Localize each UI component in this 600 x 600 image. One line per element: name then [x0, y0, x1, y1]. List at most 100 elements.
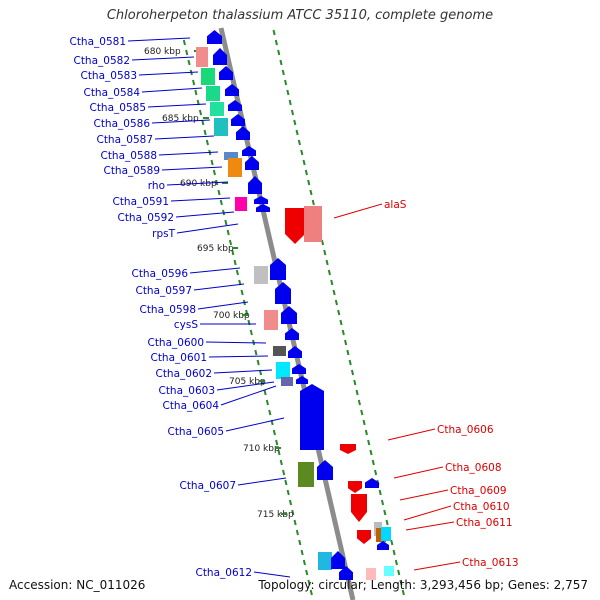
- kbp-tick-label: 695 kbp: [197, 244, 234, 254]
- forward-gene-arrow: [254, 196, 268, 204]
- forward-gene-label: Ctha_0581: [69, 36, 126, 48]
- forward-gene-label: Ctha_0591: [112, 196, 169, 208]
- forward-gene-arrow: [365, 478, 379, 488]
- forward-gene-label: Ctha_0587: [96, 134, 153, 146]
- genome-title: Chloroherpeton thalassium ATCC 35110, co…: [106, 8, 494, 23]
- forward-gene-label: Ctha_0583: [80, 70, 137, 82]
- kbp-tick-label: 705 kbp: [229, 377, 266, 387]
- forward-gene-arrow: [300, 384, 324, 450]
- forward-gene-label: Ctha_0607: [179, 480, 236, 492]
- forward-gene-arrow: [207, 30, 222, 44]
- gene-leader-line: [387, 428, 436, 441]
- gene-category-box: [235, 197, 247, 211]
- forward-gene-label: Ctha_0601: [150, 352, 207, 364]
- reverse-gene-arrow: [348, 481, 362, 493]
- gene-leader-line: [175, 211, 235, 218]
- reverse-gene-arrow: [351, 494, 367, 522]
- forward-gene-arrow: [285, 328, 299, 340]
- gene-leader-line: [166, 181, 229, 186]
- reverse-gene-label: Ctha_0610: [453, 501, 510, 513]
- forward-gene-label: Ctha_0589: [103, 165, 160, 177]
- forward-gene-label: rho: [148, 180, 165, 192]
- gene-leader-line: [189, 267, 241, 274]
- forward-gene-arrow: [270, 258, 286, 280]
- gene-category-box: [384, 566, 394, 576]
- forward-gene-label: Ctha_0588: [100, 150, 157, 162]
- gene-category-box: [281, 377, 293, 386]
- gene-leader-line: [151, 119, 211, 124]
- forward-gene-label: Ctha_0604: [162, 400, 219, 412]
- forward-gene-label: Ctha_0584: [83, 87, 140, 99]
- forward-gene-arrow: [236, 126, 250, 140]
- gene-category-box: [304, 206, 322, 242]
- forward-gene-label: Ctha_0602: [155, 368, 212, 380]
- kbp-tick-label: 710 kbp: [243, 444, 280, 454]
- gene-category-box: [196, 47, 208, 67]
- forward-gene-arrow: [225, 84, 239, 96]
- gene-category-box: [381, 527, 391, 541]
- forward-gene-label: Ctha_0598: [139, 304, 196, 316]
- kbp-tick-label: 700 kbp: [213, 311, 250, 321]
- gene-leader-line: [399, 489, 449, 501]
- gene-leader-line: [193, 283, 245, 291]
- gene-category-box: [201, 68, 215, 85]
- reverse-gene-label: Ctha_0606: [437, 424, 494, 436]
- reverse-gene-label: Ctha_0613: [462, 557, 519, 569]
- gene-category-box: [254, 266, 268, 284]
- kbp-tick-label: 715 kbp: [257, 510, 294, 520]
- gene-leader-line: [161, 166, 223, 171]
- reverse-gene-label: Ctha_0608: [445, 462, 502, 474]
- accession-text: Accession: NC_011026: [9, 578, 146, 592]
- gene-leader-line: [170, 197, 231, 202]
- gene-leader-line: [225, 417, 285, 432]
- forward-gene-arrow: [213, 48, 227, 65]
- gene-category-box: [206, 86, 220, 101]
- gene-leader-line: [158, 151, 219, 156]
- gene-category-box: [228, 158, 242, 177]
- forward-gene-label: Ctha_0586: [93, 118, 150, 130]
- gene-leader-line: [405, 521, 455, 531]
- gene-leader-line: [141, 87, 203, 93]
- gene-leader-line: [413, 561, 461, 571]
- reverse-gene-arrow: [340, 444, 356, 454]
- topology-text: Topology: circular; Length: 3,293,456 bp…: [258, 578, 588, 592]
- forward-gene-arrow: [288, 346, 302, 358]
- forward-gene-label: cysS: [174, 319, 198, 331]
- forward-gene-label: Ctha_0592: [117, 212, 174, 224]
- gene-leader-line: [237, 477, 287, 486]
- gene-leader-line: [333, 203, 383, 219]
- gene-leader-line: [138, 71, 199, 76]
- gene-category-box: [273, 346, 286, 356]
- gene-leader-line: [197, 301, 249, 310]
- forward-gene-label: Ctha_0603: [158, 385, 215, 397]
- gene-leader-line: [127, 37, 191, 42]
- forward-gene-arrow: [231, 114, 245, 126]
- forward-gene-label: Ctha_0600: [147, 337, 204, 349]
- gene-category-box: [318, 552, 332, 570]
- kbp-tick-label: 690 kbp: [180, 179, 217, 189]
- forward-gene-label: Ctha_0582: [73, 55, 130, 67]
- reverse-gene-arrow: [357, 530, 371, 544]
- forward-gene-label: Ctha_0597: [135, 285, 192, 297]
- gene-leader-line: [154, 135, 215, 140]
- forward-gene-label: Ctha_0605: [167, 426, 224, 438]
- kbp-tick-label: 685 kbp: [162, 114, 199, 124]
- kbp-tick-label: 680 kbp: [144, 47, 181, 57]
- gene-leader-line: [216, 381, 275, 391]
- gene-category-box: [366, 568, 376, 580]
- gene-leader-line: [213, 369, 273, 374]
- forward-gene-arrow: [377, 541, 389, 550]
- reverse-gene-arrow: [285, 208, 305, 244]
- forward-gene-label: Ctha_0612: [195, 567, 252, 579]
- forward-gene-arrow: [275, 282, 291, 304]
- reverse-gene-label: Ctha_0609: [450, 485, 507, 497]
- forward-gene-arrow: [228, 100, 242, 111]
- forward-gene-label: Ctha_0596: [131, 268, 188, 280]
- gene-leader-line: [393, 466, 444, 479]
- forward-gene-arrow: [245, 156, 259, 170]
- gene-category-box: [298, 462, 314, 487]
- gene-category-box: [224, 152, 238, 160]
- gene-category-box: [210, 102, 224, 116]
